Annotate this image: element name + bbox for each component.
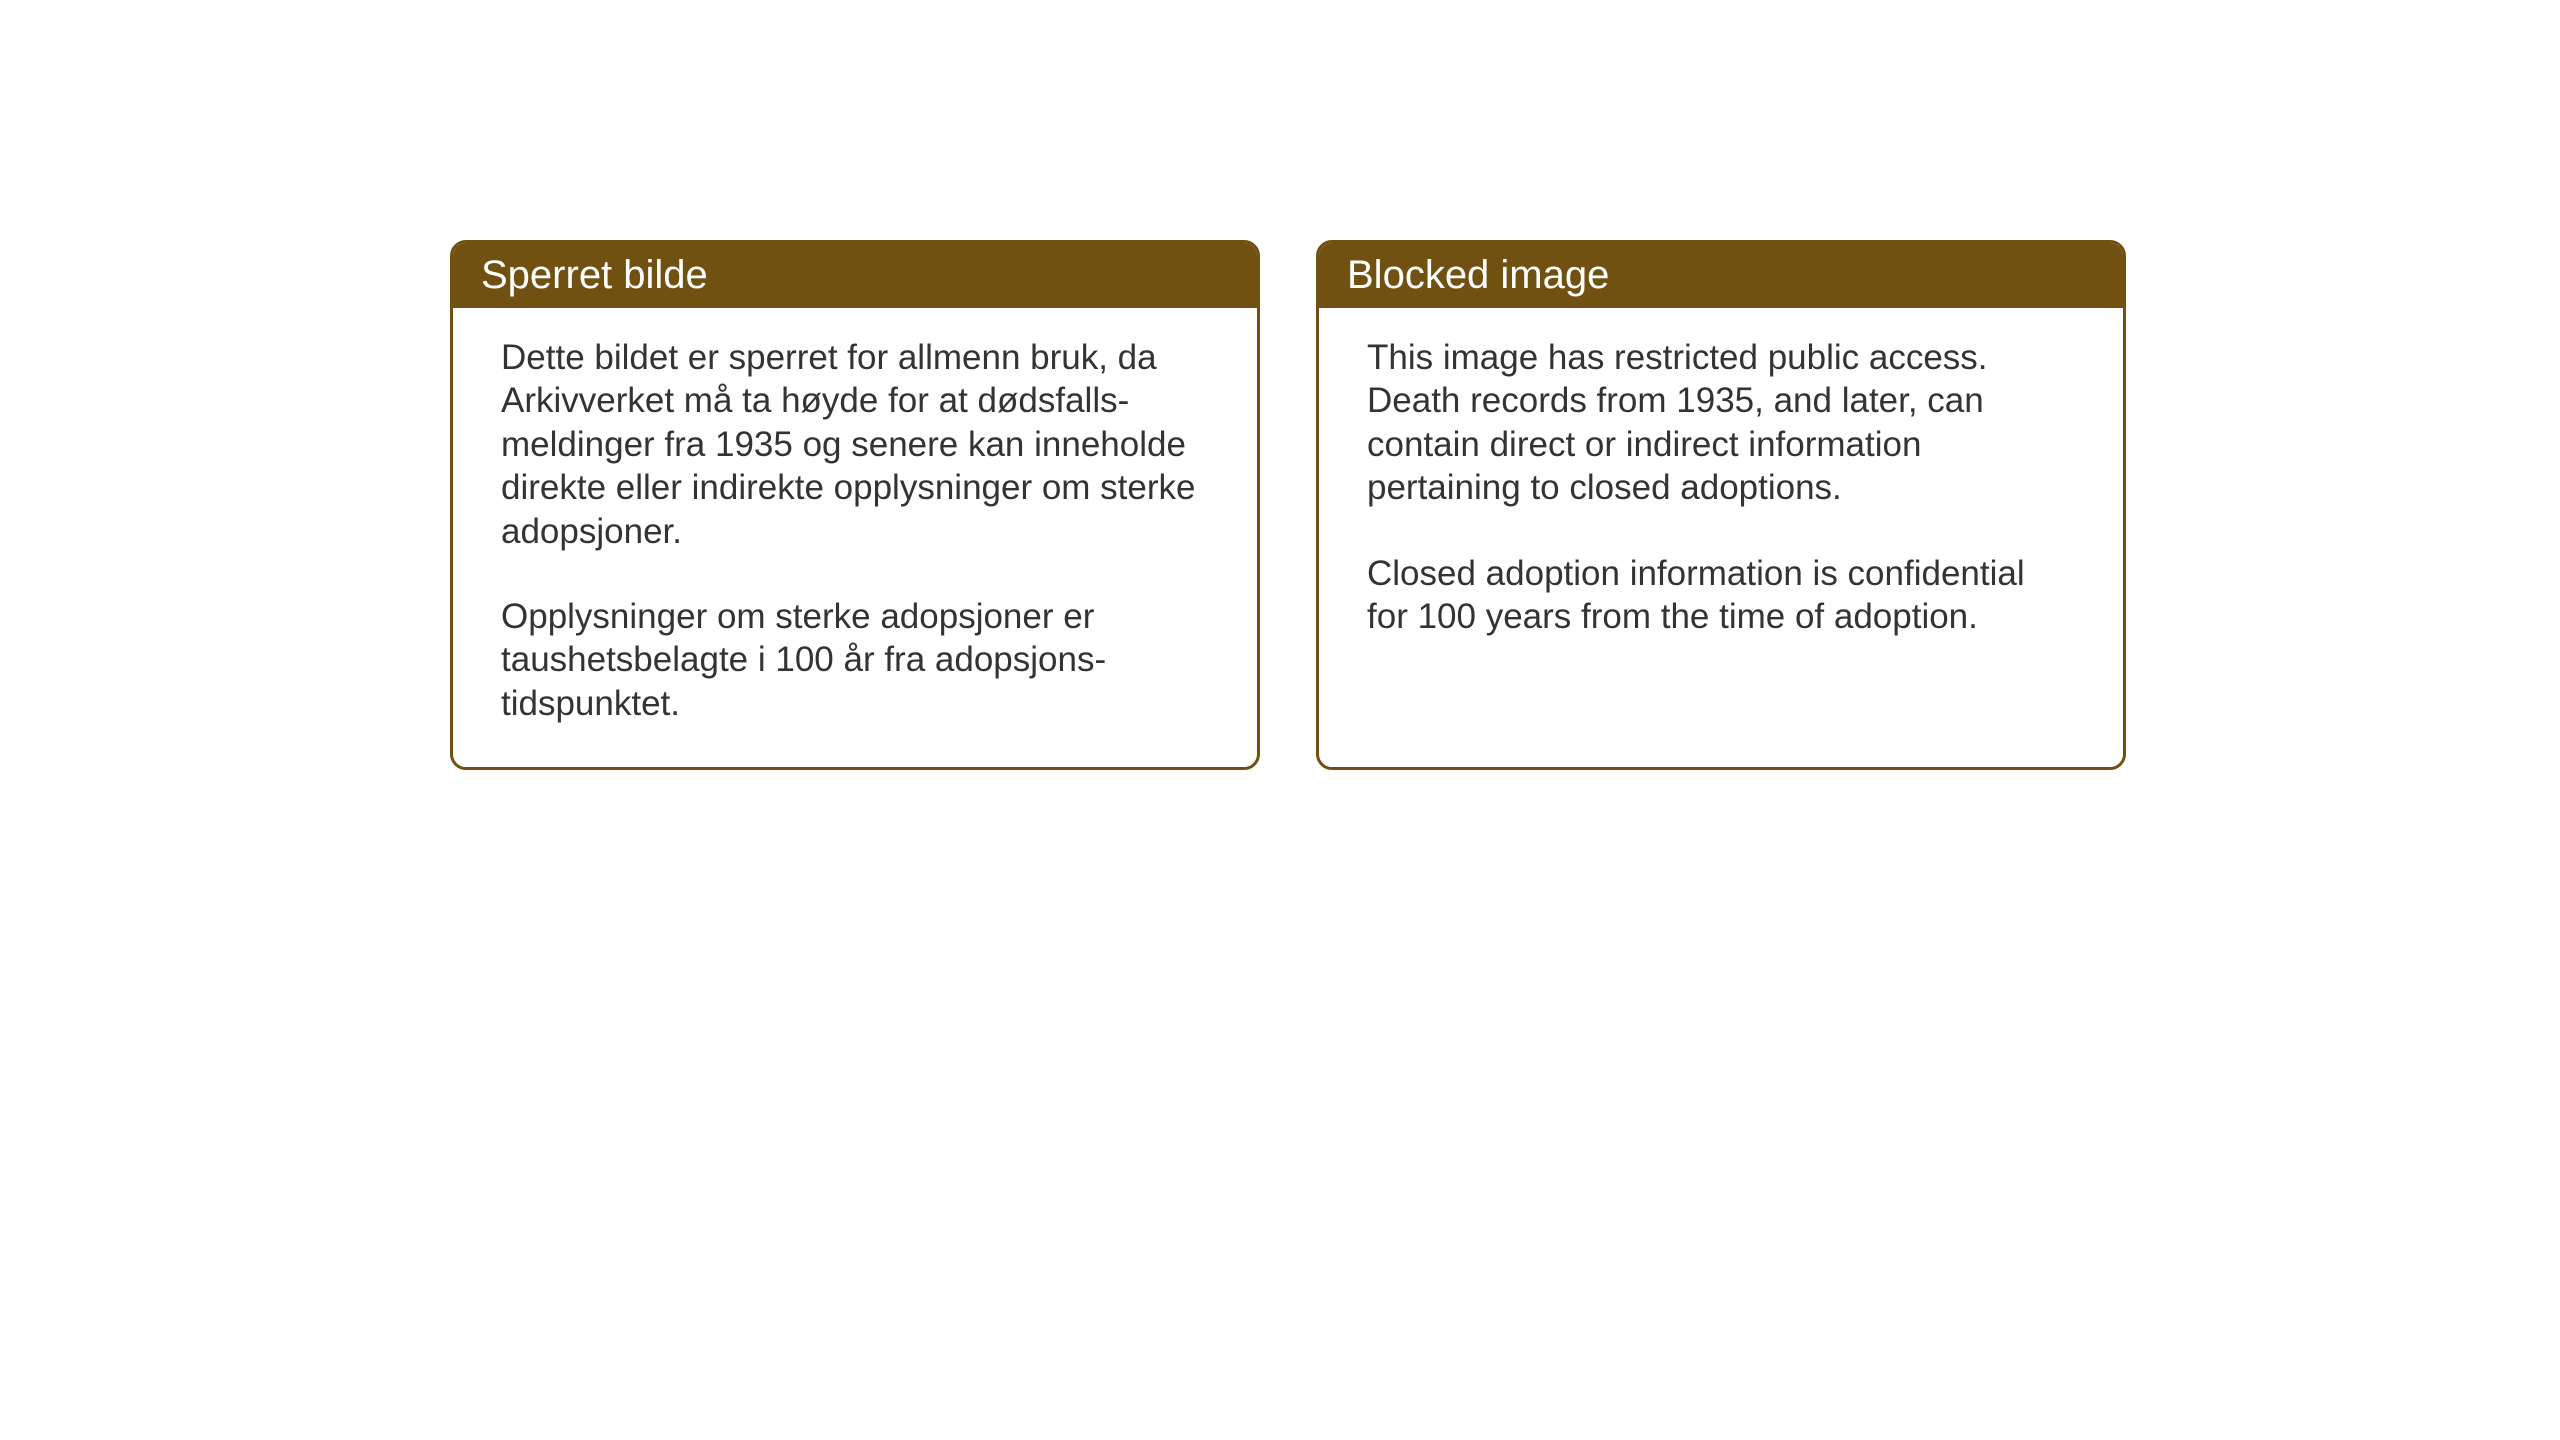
card-body-english: This image has restricted public access.… [1319,308,2123,680]
english-paragraph-1: This image has restricted public access.… [1367,336,2075,510]
card-body-norwegian: Dette bildet er sperret for allmenn bruk… [453,308,1257,767]
card-header-norwegian: Sperret bilde [453,243,1257,308]
english-paragraph-2: Closed adoption information is confident… [1367,552,2075,639]
norwegian-paragraph-1: Dette bildet er sperret for allmenn bruk… [501,336,1209,553]
card-title-norwegian: Sperret bilde [481,253,708,297]
norwegian-paragraph-2: Opplysninger om sterke adopsjoner er tau… [501,595,1209,725]
notice-card-norwegian: Sperret bilde Dette bildet er sperret fo… [450,240,1260,770]
card-header-english: Blocked image [1319,243,2123,308]
card-title-english: Blocked image [1347,253,1609,297]
notice-container: Sperret bilde Dette bildet er sperret fo… [450,240,2126,770]
notice-card-english: Blocked image This image has restricted … [1316,240,2126,770]
